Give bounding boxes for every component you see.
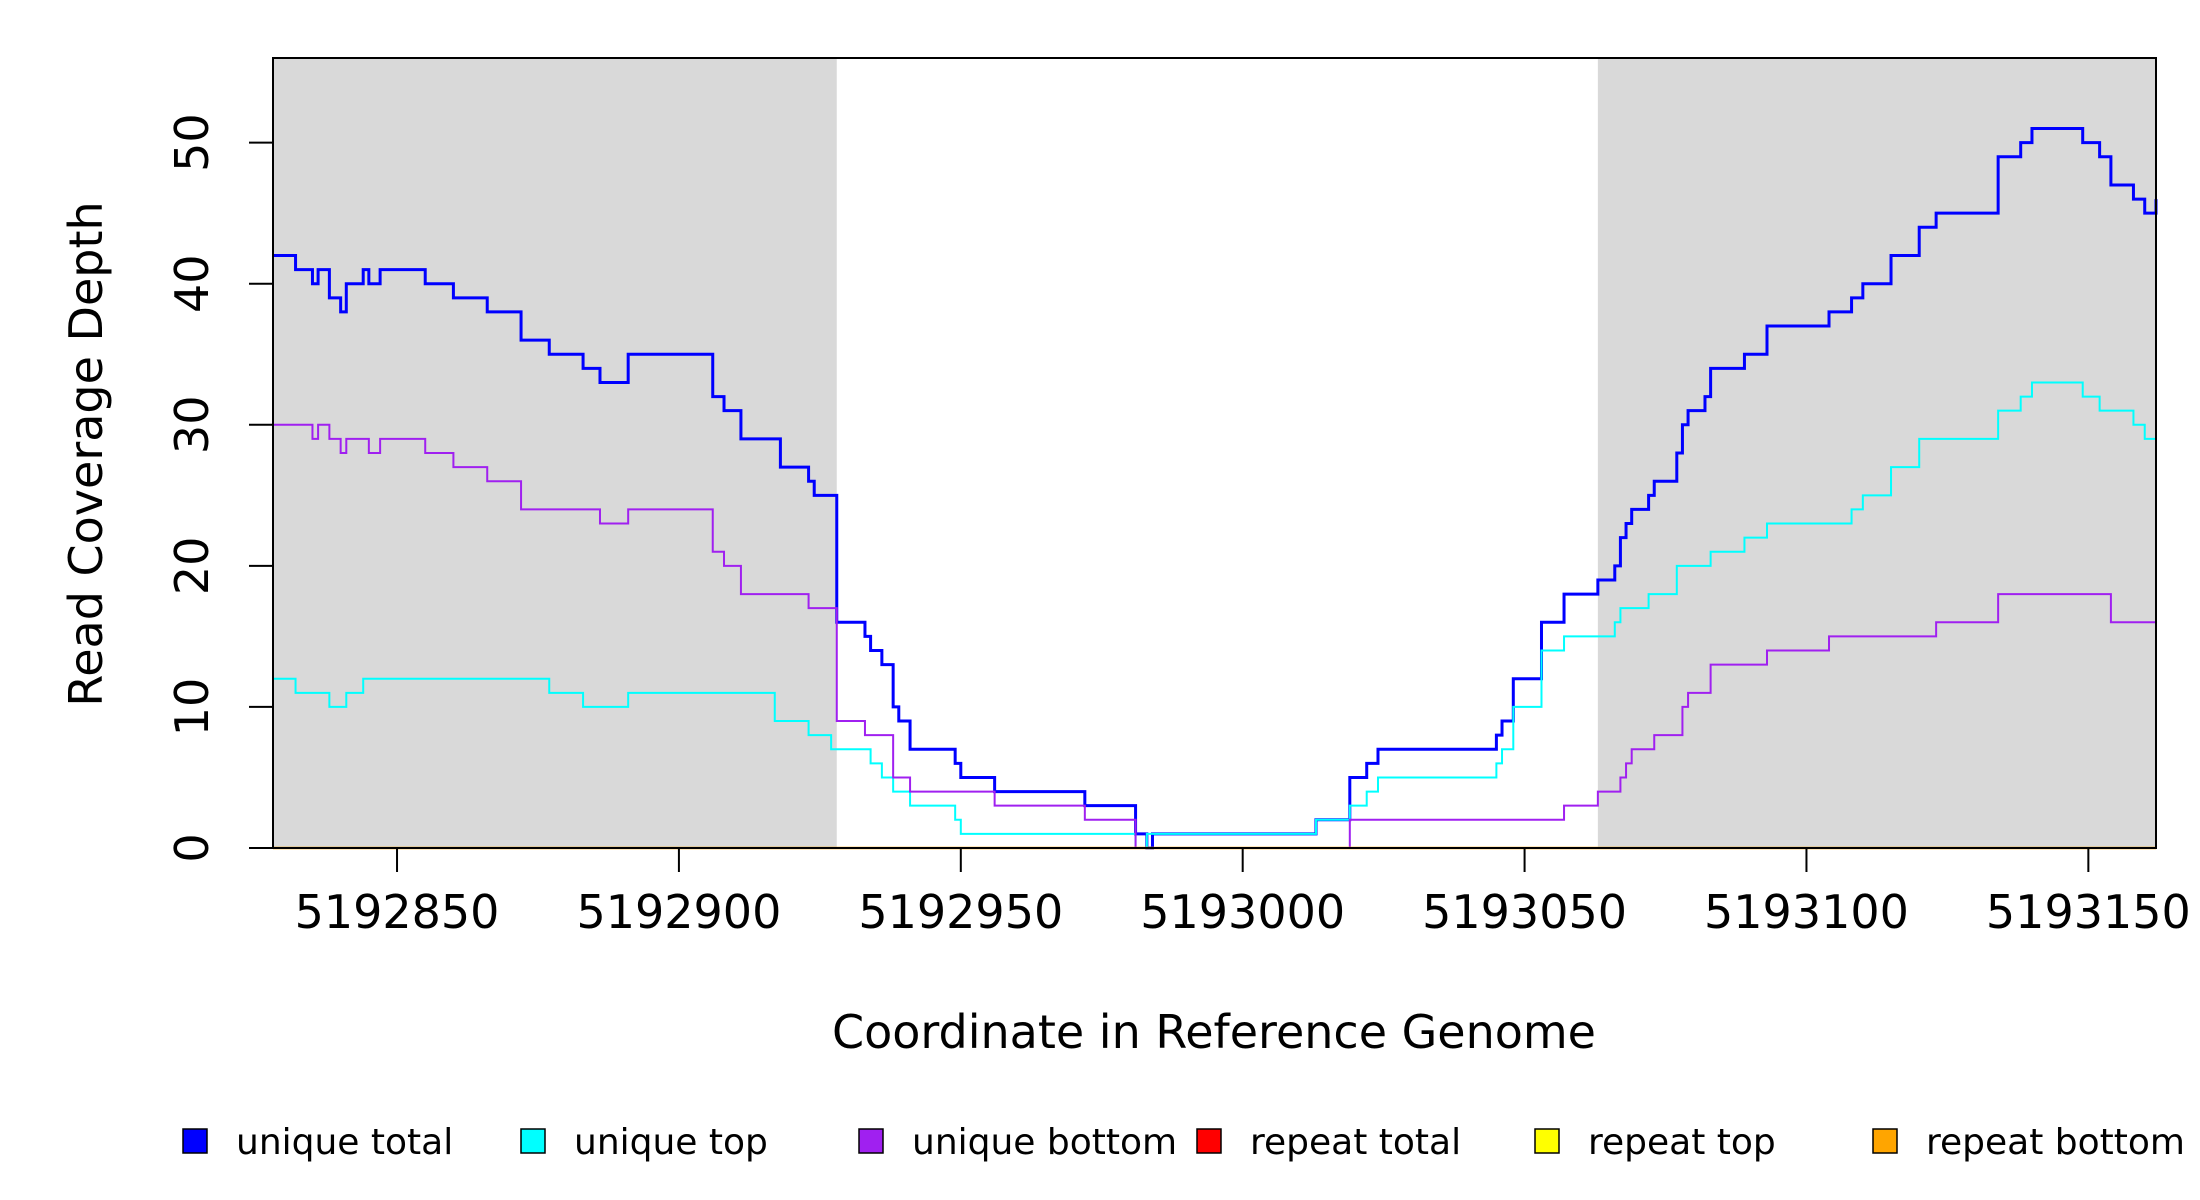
x-tick-label: 5192850 [295, 885, 500, 939]
legend-swatch [858, 1128, 884, 1154]
x-tick-label: 5192900 [576, 885, 781, 939]
legend-item-unique-total: unique total [182, 1122, 453, 1163]
legend-item-unique-bottom: unique bottom [858, 1122, 1177, 1163]
series-line-unique-top [273, 381, 2156, 849]
y-tick-label: 20 [165, 537, 219, 596]
shaded-region-1 [273, 58, 837, 848]
legend-label: repeat bottom [1926, 1122, 2185, 1163]
legend-swatch [1196, 1128, 1222, 1154]
y-tick-label: 10 [165, 678, 219, 737]
y-tick-label: 40 [165, 254, 219, 313]
legend: unique total unique top unique bottom repea… [182, 1122, 2185, 1163]
x-axis-title: Coordinate in Reference Genome [832, 1005, 1596, 1059]
legend-swatch [182, 1128, 208, 1154]
legend-label: unique total [236, 1122, 453, 1163]
x-tick-label: 5192950 [858, 885, 1063, 939]
legend-label: repeat top [1588, 1122, 1776, 1163]
y-axis-title: Read Coverage Depth [59, 201, 113, 706]
legend-swatch [520, 1128, 546, 1154]
x-axis: 5192850 5192900 5192950 5193000 5193050 51931… [295, 848, 2191, 939]
x-tick-label: 5193050 [1422, 885, 1627, 939]
legend-item-repeat-bottom: repeat bottom [1872, 1122, 2185, 1163]
y-tick-label: 0 [165, 833, 219, 862]
legend-swatch [1534, 1128, 1560, 1154]
y-axis: 0 10 20 30 40 50 [165, 113, 273, 863]
series-line-unique-bottom [273, 423, 2157, 849]
legend-item-unique-top: unique top [520, 1122, 768, 1163]
legend-label: unique bottom [912, 1122, 1177, 1163]
x-tick-label: 5193100 [1704, 885, 1909, 939]
y-tick-label: 30 [165, 396, 219, 455]
legend-item-repeat-top: repeat top [1534, 1122, 1776, 1163]
legend-label: repeat total [1250, 1122, 1461, 1163]
y-tick-label: 50 [165, 113, 219, 172]
x-tick-label: 5193150 [1986, 885, 2191, 939]
legend-swatch [1872, 1128, 1898, 1154]
legend-item-repeat-total: repeat total [1196, 1122, 1461, 1163]
x-tick-label: 5193000 [1140, 885, 1345, 939]
legend-label: unique top [574, 1122, 768, 1163]
shaded-region-2 [1597, 58, 2156, 848]
plot-frame [272, 57, 2157, 849]
shaded-regions [273, 58, 2156, 848]
